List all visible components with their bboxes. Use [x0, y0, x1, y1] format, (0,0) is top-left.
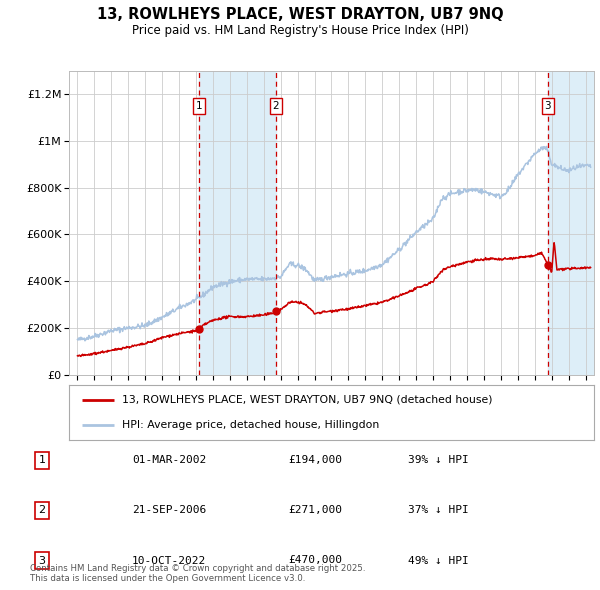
Text: 39% ↓ HPI: 39% ↓ HPI	[408, 455, 469, 465]
Text: 01-MAR-2002: 01-MAR-2002	[132, 455, 206, 465]
Text: 2: 2	[272, 101, 279, 111]
Bar	[199, 71, 276, 375]
Text: 13, ROWLHEYS PLACE, WEST DRAYTON, UB7 9NQ (detached house): 13, ROWLHEYS PLACE, WEST DRAYTON, UB7 9N…	[121, 395, 492, 405]
Text: 1: 1	[196, 101, 202, 111]
Text: 10-OCT-2022: 10-OCT-2022	[132, 556, 206, 565]
Text: Contains HM Land Registry data © Crown copyright and database right 2025.
This d: Contains HM Land Registry data © Crown c…	[30, 563, 365, 583]
Text: £271,000: £271,000	[288, 506, 342, 515]
Text: 3: 3	[38, 556, 46, 565]
Text: 3: 3	[545, 101, 551, 111]
Text: Price paid vs. HM Land Registry's House Price Index (HPI): Price paid vs. HM Land Registry's House …	[131, 24, 469, 37]
Text: £194,000: £194,000	[288, 455, 342, 465]
Text: 13, ROWLHEYS PLACE, WEST DRAYTON, UB7 9NQ: 13, ROWLHEYS PLACE, WEST DRAYTON, UB7 9N…	[97, 7, 503, 22]
Text: 1: 1	[38, 455, 46, 465]
Text: 21-SEP-2006: 21-SEP-2006	[132, 506, 206, 515]
Text: 2: 2	[38, 506, 46, 515]
Text: 49% ↓ HPI: 49% ↓ HPI	[408, 556, 469, 565]
Text: £470,000: £470,000	[288, 556, 342, 565]
Text: HPI: Average price, detached house, Hillingdon: HPI: Average price, detached house, Hill…	[121, 420, 379, 430]
Bar	[548, 71, 594, 375]
Text: 37% ↓ HPI: 37% ↓ HPI	[408, 506, 469, 515]
